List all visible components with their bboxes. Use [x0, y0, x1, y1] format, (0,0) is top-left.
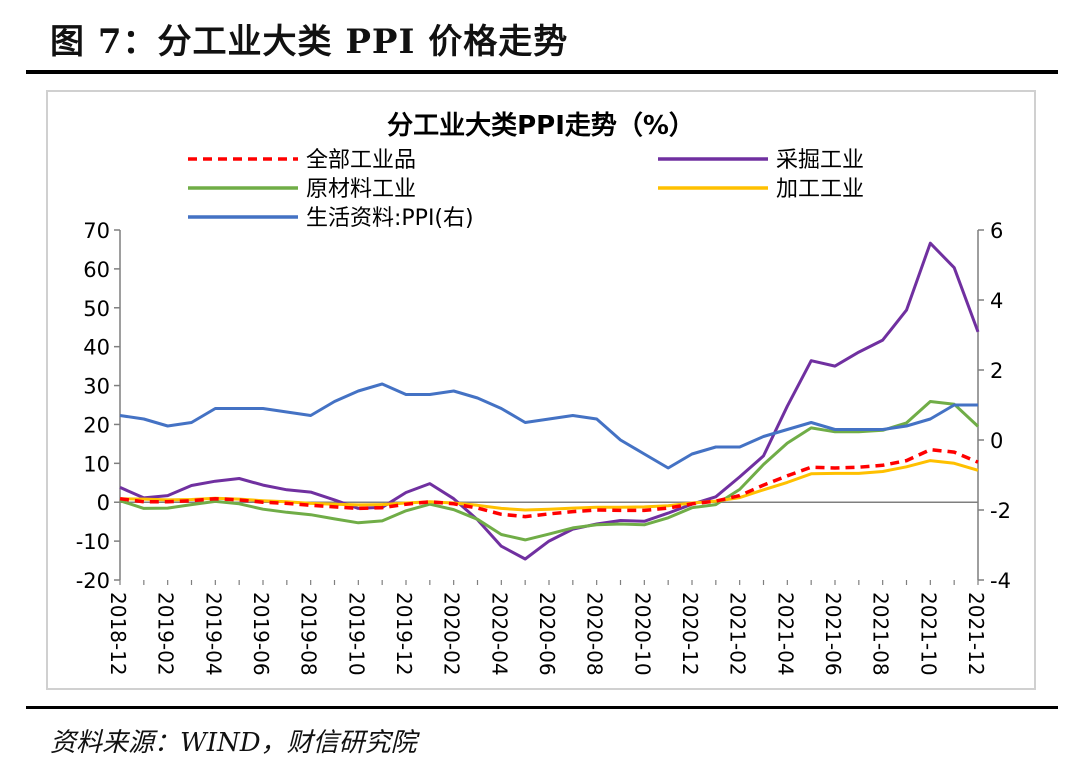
x-tick-label: 2019-08: [297, 592, 321, 676]
left-tick-label: 30: [83, 375, 110, 399]
left-tick-label: 20: [83, 413, 110, 437]
right-tick-label: 6: [990, 219, 1003, 243]
x-tick-label: 2020-04: [487, 592, 511, 676]
x-tick-label: 2021-08: [869, 592, 893, 676]
legend-label: 全部工业品: [306, 148, 416, 173]
source-note: 资料来源：WIND，财信研究院: [50, 728, 417, 758]
legend-label: 加工工业: [776, 177, 864, 202]
plot-area: [119, 241, 980, 561]
left-tick-label: 50: [83, 297, 110, 321]
x-tick-label: 2019-10: [344, 592, 368, 676]
x-tick-label: 2020-06: [535, 592, 559, 676]
right-tick-label: 0: [990, 429, 1003, 453]
right-tick-label: 2: [990, 359, 1003, 383]
x-tick-label: 2018-12: [106, 592, 130, 676]
right-tick-label: 4: [990, 289, 1003, 313]
x-tick-label: 2021-10: [916, 592, 940, 676]
x-tick-label: 2019-06: [249, 592, 273, 676]
right-tick-label: -4: [990, 569, 1011, 593]
series-line: [119, 241, 980, 561]
x-tick-label: 2019-12: [392, 592, 416, 676]
right-tick-label: -2: [990, 499, 1011, 523]
x-tick-label: 2019-04: [201, 592, 225, 676]
x-tick-label: 2020-08: [583, 592, 607, 676]
left-tick-label: 70: [83, 219, 110, 243]
left-tick-label: 10: [83, 452, 110, 476]
figure-title: 图 7：分工业大类 PPI 价格走势: [50, 22, 569, 62]
top-rule: [26, 70, 1058, 74]
series-line: [119, 447, 979, 519]
left-tick-label: 0: [97, 491, 110, 515]
chart-frame: 分工业大类PPI走势（%） 全部工业品 采掘工业原材料工业 加工工业生活资料:PPI…: [46, 90, 1036, 690]
x-tick-label: 2020-12: [678, 592, 702, 676]
x-tick-label: 2021-06: [821, 592, 845, 676]
x-tick-label: 2021-04: [773, 592, 797, 676]
x-tick-label: 2021-02: [726, 592, 750, 676]
x-tick-label: 2020-10: [630, 592, 654, 676]
left-tick-label: -20: [76, 569, 110, 593]
legend-label: 生活资料:PPI(右): [306, 206, 474, 231]
bottom-rule: [26, 706, 1058, 709]
legend-label: 采掘工业: [776, 148, 864, 173]
x-tick-label: 2020-02: [440, 592, 464, 676]
legend-label: 原材料工业: [306, 177, 416, 202]
left-tick-label: 60: [83, 258, 110, 282]
series-line: [119, 382, 978, 470]
chart-title: 分工业大类PPI走势（%）: [387, 111, 695, 141]
x-tick-label: 2021-12: [964, 592, 988, 676]
x-tick-label: 2019-02: [154, 592, 178, 676]
series-line: [119, 400, 980, 542]
left-tick-label: -10: [76, 530, 110, 554]
left-tick-label: 40: [83, 336, 110, 360]
